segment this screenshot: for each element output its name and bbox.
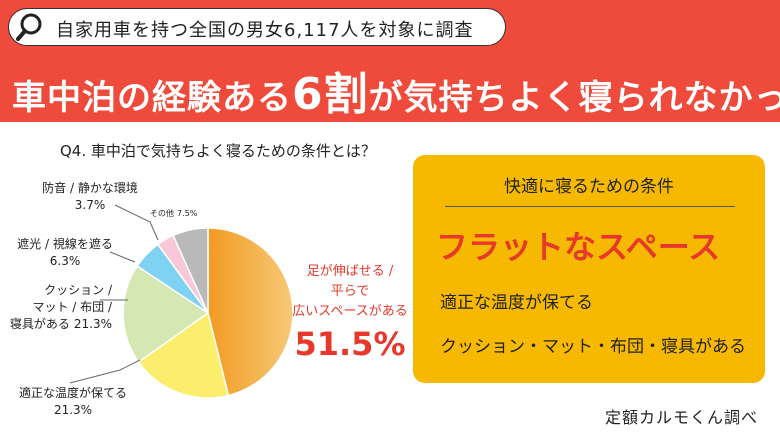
value-label: 51.5%	[294, 325, 406, 363]
leader-line	[109, 251, 136, 263]
survey-pill	[8, 8, 506, 46]
slice-label: 足が伸ばせる / 平らで 広いスペースがある 51.5%	[290, 262, 410, 366]
category-label: 足が伸ばせる / 平らで 広いスペースがある	[292, 264, 408, 319]
pie-slice	[122, 264, 210, 363]
category-label: その他	[150, 209, 174, 218]
category-label: 遮光 / 視線を遮る	[17, 237, 113, 251]
headline-emphasis: 6割	[292, 69, 369, 120]
slice-label: その他 7.5%	[150, 204, 210, 222]
slice-label: 適正な温度が保てる 21.3%	[8, 385, 138, 419]
value-label: 3.7%	[74, 198, 106, 212]
condition-item: 適正な温度が保てる	[440, 293, 593, 313]
headline: 車中泊の経験ある6割が気持ちよく寝られなかった	[12, 58, 780, 122]
headline-part: が気持ちよく寝られなかった	[368, 78, 780, 118]
divider	[445, 206, 735, 207]
category-label: クッション / マット / 布団 / 寝具がある	[9, 283, 112, 331]
leader-lines	[69, 204, 159, 384]
search-icon	[16, 13, 42, 41]
source: 定額カルモくん調べ	[604, 408, 758, 427]
pie-slice	[172, 227, 209, 314]
category-label: 適正な温度が保てる	[18, 386, 127, 400]
value-label: 7.5%	[177, 209, 198, 218]
conditions-title: 快適に寝るための条件	[504, 177, 674, 197]
leader-line	[114, 204, 159, 241]
pie-slice	[207, 227, 294, 397]
leader-line	[69, 359, 141, 384]
headline-part: 車中泊の経験ある	[12, 78, 292, 118]
value-label: 6.3%	[49, 254, 81, 268]
survey-text: 自家用車を持つ全国の男女6,117人を対象に調査	[56, 20, 474, 41]
chart-title: Q4. 車中泊で気持ちよく寝るための条件とは？	[60, 142, 376, 160]
slice-label: 遮光 / 視線を遮る 6.3%	[10, 236, 120, 270]
value-label: 21.3%	[73, 317, 112, 331]
slice-label: 防音 / 静かな環境 3.7%	[30, 180, 150, 214]
condition-item: フラットなスペース	[436, 228, 721, 266]
slice-label: クッション / マット / 布団 / 寝具がある 21.3%	[0, 282, 112, 333]
condition-item: クッション・マット・布団・寝具がある	[440, 337, 746, 357]
category-label: 防音 / 静かな環境	[42, 181, 138, 195]
conditions-box	[413, 155, 765, 383]
value-label: 21.3%	[53, 403, 93, 417]
pie-slice	[137, 311, 230, 399]
